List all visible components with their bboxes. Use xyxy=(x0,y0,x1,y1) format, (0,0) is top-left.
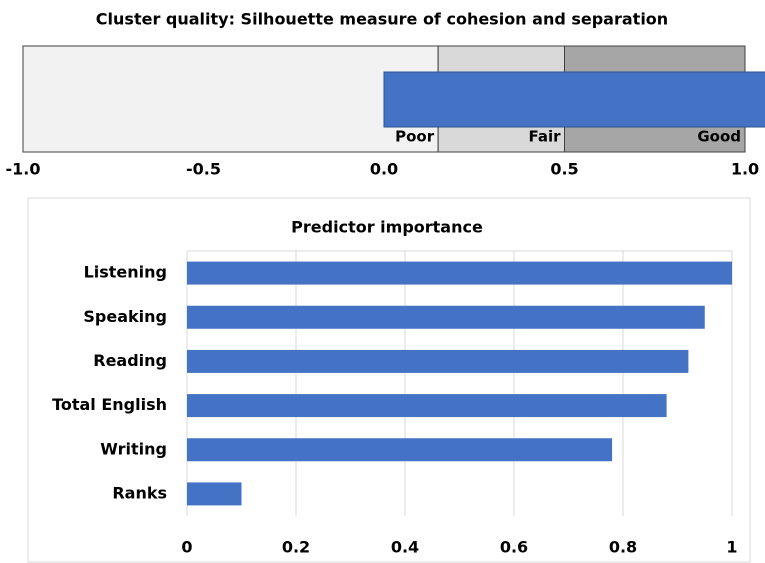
x-tick-label: 0.5 xyxy=(550,160,578,179)
y-tick-label: Reading xyxy=(93,351,167,370)
y-tick-label: Writing xyxy=(100,439,167,458)
x-tick-label: -1.0 xyxy=(6,160,41,179)
bar xyxy=(383,71,765,128)
y-tick-label: Listening xyxy=(84,263,167,282)
x-tick-label: 0.0 xyxy=(370,160,398,179)
y-tick-label: Speaking xyxy=(83,307,167,326)
quality-band xyxy=(22,45,439,153)
band-label: Fair xyxy=(528,128,561,146)
y-tick-label: Ranks xyxy=(112,483,167,502)
bar xyxy=(187,261,732,285)
bar xyxy=(187,438,613,462)
x-tick-label: 1.0 xyxy=(731,160,759,179)
chart-title: Predictor importance xyxy=(291,218,483,237)
bar xyxy=(187,482,242,506)
x-tick-label: -0.5 xyxy=(186,160,221,179)
band-label: Poor xyxy=(395,128,435,146)
band-label: Good xyxy=(697,128,741,146)
x-tick-label: 0.4 xyxy=(391,538,419,557)
bar xyxy=(187,305,705,329)
panel xyxy=(27,197,751,563)
x-tick-label: 0.2 xyxy=(282,538,310,557)
chart-title: Cluster quality: Silhouette measure of c… xyxy=(96,10,668,29)
y-tick-label: Total English xyxy=(52,395,167,414)
bar xyxy=(187,349,689,373)
x-tick-label: 0 xyxy=(181,538,192,557)
x-tick-label: 1 xyxy=(726,538,737,557)
x-tick-label: 0.6 xyxy=(500,538,528,557)
x-tick-label: 0.8 xyxy=(609,538,637,557)
bar xyxy=(187,394,667,418)
